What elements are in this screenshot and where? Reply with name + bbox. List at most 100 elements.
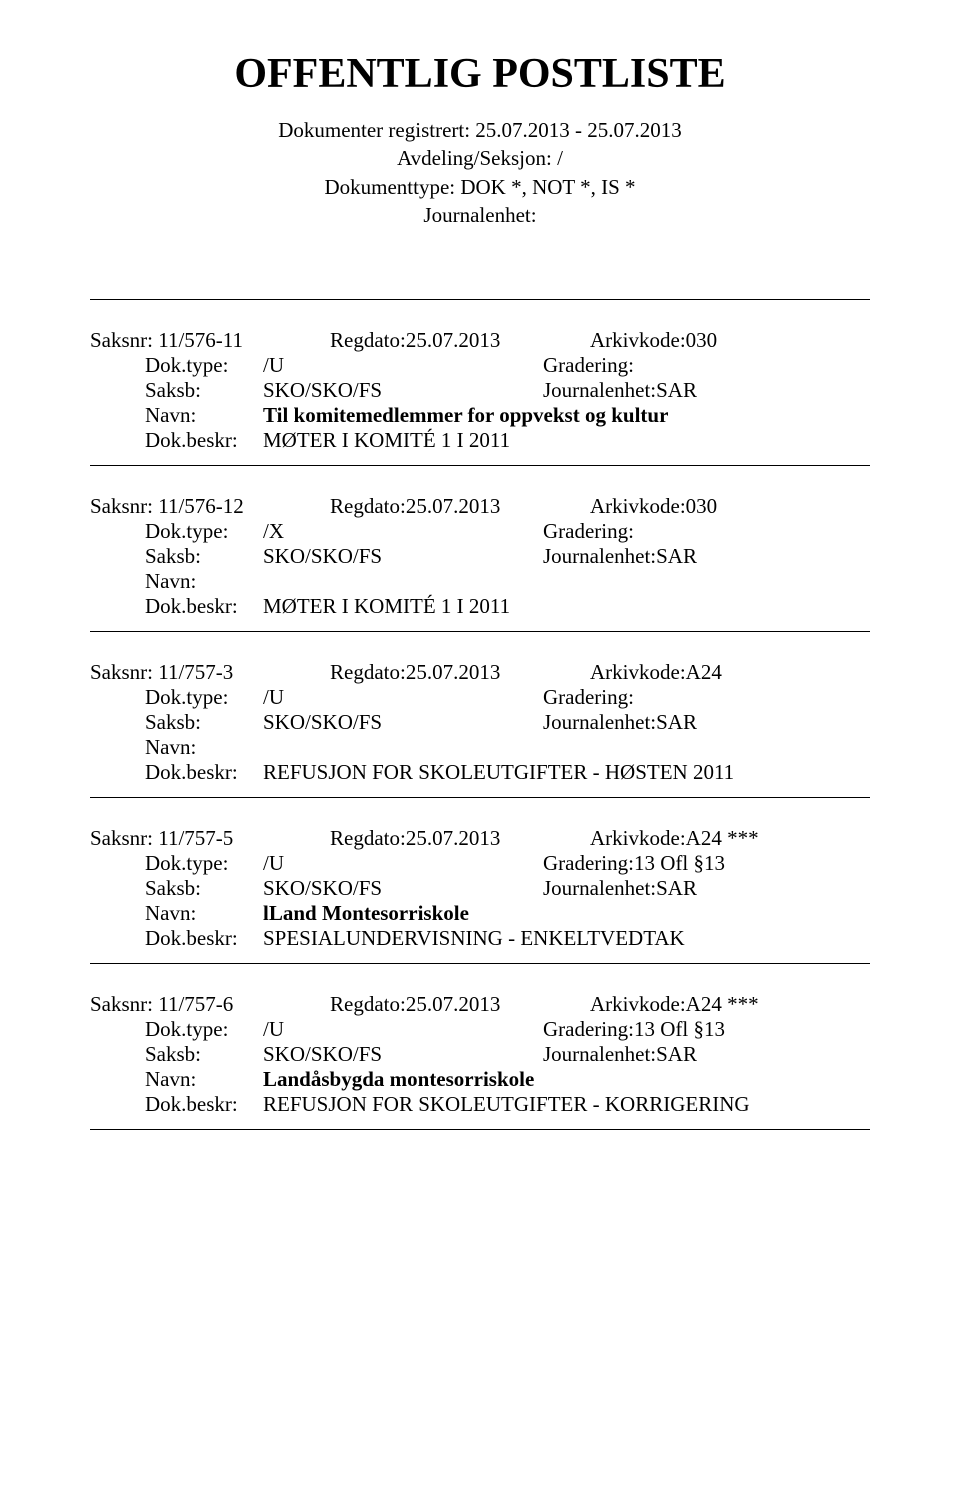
row-doktype: Dok.type:/UGradering:13 Ofl §13 (145, 1017, 870, 1042)
arkivkode: Arkivkode:030 (590, 328, 717, 353)
value-dokbeskr: MØTER I KOMITÉ 1 I 2011 (263, 594, 510, 619)
arkivkode: Arkivkode:A24 *** (590, 992, 759, 1017)
label-doktype: Dok.type: (145, 851, 263, 876)
record-line-saksnr: Saksnr: 11/757-3Regdato:25.07.2013Arkivk… (90, 660, 870, 685)
value-journalenhet: Journalenhet:SAR (543, 710, 697, 735)
value-journalenhet: Journalenhet:SAR (543, 378, 697, 403)
saksnr: Saksnr: 11/576-12 (90, 494, 330, 519)
header-line3: Dokumenttype: DOK *, NOT *, IS * (90, 173, 870, 201)
divider (90, 963, 870, 964)
label-dokbeskr: Dok.beskr: (145, 760, 263, 785)
value-journalenhet: Journalenhet:SAR (543, 544, 697, 569)
label-navn: Navn: (145, 403, 263, 428)
record: Saksnr: 11/757-3Regdato:25.07.2013Arkivk… (90, 660, 870, 785)
saksnr: Saksnr: 11/757-5 (90, 826, 330, 851)
record: Saksnr: 11/757-5Regdato:25.07.2013Arkivk… (90, 826, 870, 951)
value-doktype: /U (263, 851, 543, 876)
regdato: Regdato:25.07.2013 (330, 826, 590, 851)
record-line-saksnr: Saksnr: 11/576-11Regdato:25.07.2013Arkiv… (90, 328, 870, 353)
divider (90, 1129, 870, 1130)
record-body: Dok.type:/UGradering:Saksb:SKO/SKO/FSJou… (90, 353, 870, 453)
document-page: OFFENTLIG POSTLISTE Dokumenter registrer… (0, 0, 960, 1510)
row-dokbeskr: Dok.beskr:MØTER I KOMITÉ 1 I 2011 (145, 594, 870, 619)
label-saksb: Saksb: (145, 1042, 263, 1067)
label-navn: Navn: (145, 569, 263, 594)
row-doktype: Dok.type:/UGradering:13 Ofl §13 (145, 851, 870, 876)
row-navn: Navn:lLand Montesorriskole (145, 901, 870, 926)
value-gradering: Gradering:13 Ofl §13 (543, 851, 725, 876)
record-line-saksnr: Saksnr: 11/757-5Regdato:25.07.2013Arkivk… (90, 826, 870, 851)
label-navn: Navn: (145, 1067, 263, 1092)
row-saksb: Saksb:SKO/SKO/FSJournalenhet:SAR (145, 876, 870, 901)
record-body: Dok.type:/XGradering:Saksb:SKO/SKO/FSJou… (90, 519, 870, 619)
record: Saksnr: 11/576-11Regdato:25.07.2013Arkiv… (90, 328, 870, 453)
label-dokbeskr: Dok.beskr: (145, 594, 263, 619)
arkivkode: Arkivkode:A24 (590, 660, 722, 685)
divider (90, 299, 870, 300)
row-doktype: Dok.type:/UGradering: (145, 685, 870, 710)
row-doktype: Dok.type:/XGradering: (145, 519, 870, 544)
row-saksb: Saksb:SKO/SKO/FSJournalenhet:SAR (145, 710, 870, 735)
value-doktype: /X (263, 519, 543, 544)
divider (90, 797, 870, 798)
row-saksb: Saksb:SKO/SKO/FSJournalenhet:SAR (145, 544, 870, 569)
label-doktype: Dok.type: (145, 353, 263, 378)
header-info: Dokumenter registrert: 25.07.2013 - 25.0… (90, 116, 870, 229)
regdato: Regdato:25.07.2013 (330, 494, 590, 519)
arkivkode: Arkivkode:030 (590, 494, 717, 519)
label-saksb: Saksb: (145, 378, 263, 403)
row-navn: Navn:Til komitemedlemmer for oppvekst og… (145, 403, 870, 428)
row-dokbeskr: Dok.beskr:SPESIALUNDERVISNING - ENKELTVE… (145, 926, 870, 951)
label-navn: Navn: (145, 901, 263, 926)
divider (90, 465, 870, 466)
record-body: Dok.type:/UGradering:13 Ofl §13Saksb:SKO… (90, 851, 870, 951)
saksnr: Saksnr: 11/757-6 (90, 992, 330, 1017)
row-navn: Navn:Landåsbygda montesorriskole (145, 1067, 870, 1092)
row-saksb: Saksb:SKO/SKO/FSJournalenhet:SAR (145, 378, 870, 403)
value-dokbeskr: MØTER I KOMITÉ 1 I 2011 (263, 428, 510, 453)
value-doktype: /U (263, 685, 543, 710)
label-saksb: Saksb: (145, 544, 263, 569)
label-navn: Navn: (145, 735, 263, 760)
row-dokbeskr: Dok.beskr:MØTER I KOMITÉ 1 I 2011 (145, 428, 870, 453)
value-gradering: Gradering: (543, 685, 634, 710)
value-dokbeskr: SPESIALUNDERVISNING - ENKELTVEDTAK (263, 926, 685, 951)
label-saksb: Saksb: (145, 710, 263, 735)
regdato: Regdato:25.07.2013 (330, 660, 590, 685)
regdato: Regdato:25.07.2013 (330, 992, 590, 1017)
value-saksb: SKO/SKO/FS (263, 1042, 543, 1067)
value-gradering: Gradering:13 Ofl §13 (543, 1017, 725, 1042)
value-saksb: SKO/SKO/FS (263, 710, 543, 735)
row-navn: Navn: (145, 735, 870, 760)
value-navn: Landåsbygda montesorriskole (263, 1067, 534, 1092)
divider (90, 631, 870, 632)
value-saksb: SKO/SKO/FS (263, 544, 543, 569)
saksnr: Saksnr: 11/757-3 (90, 660, 330, 685)
label-dokbeskr: Dok.beskr: (145, 428, 263, 453)
record-line-saksnr: Saksnr: 11/576-12Regdato:25.07.2013Arkiv… (90, 494, 870, 519)
header-line1: Dokumenter registrert: 25.07.2013 - 25.0… (90, 116, 870, 144)
value-dokbeskr: REFUSJON FOR SKOLEUTGIFTER - HØSTEN 2011 (263, 760, 734, 785)
saksnr: Saksnr: 11/576-11 (90, 328, 330, 353)
record: Saksnr: 11/576-12Regdato:25.07.2013Arkiv… (90, 494, 870, 619)
label-dokbeskr: Dok.beskr: (145, 926, 263, 951)
record-body: Dok.type:/UGradering:13 Ofl §13Saksb:SKO… (90, 1017, 870, 1117)
row-dokbeskr: Dok.beskr:REFUSJON FOR SKOLEUTGIFTER - H… (145, 760, 870, 785)
record-line-saksnr: Saksnr: 11/757-6Regdato:25.07.2013Arkivk… (90, 992, 870, 1017)
value-dokbeskr: REFUSJON FOR SKOLEUTGIFTER - KORRIGERING (263, 1092, 750, 1117)
record: Saksnr: 11/757-6Regdato:25.07.2013Arkivk… (90, 992, 870, 1117)
value-gradering: Gradering: (543, 353, 634, 378)
label-doktype: Dok.type: (145, 1017, 263, 1042)
row-saksb: Saksb:SKO/SKO/FSJournalenhet:SAR (145, 1042, 870, 1067)
value-gradering: Gradering: (543, 519, 634, 544)
label-saksb: Saksb: (145, 876, 263, 901)
main-title: OFFENTLIG POSTLISTE (90, 50, 870, 98)
header-line2: Avdeling/Seksjon: / (90, 144, 870, 172)
label-dokbeskr: Dok.beskr: (145, 1092, 263, 1117)
value-navn: lLand Montesorriskole (263, 901, 469, 926)
row-navn: Navn: (145, 569, 870, 594)
regdato: Regdato:25.07.2013 (330, 328, 590, 353)
record-body: Dok.type:/UGradering:Saksb:SKO/SKO/FSJou… (90, 685, 870, 785)
value-journalenhet: Journalenhet:SAR (543, 876, 697, 901)
label-doktype: Dok.type: (145, 685, 263, 710)
